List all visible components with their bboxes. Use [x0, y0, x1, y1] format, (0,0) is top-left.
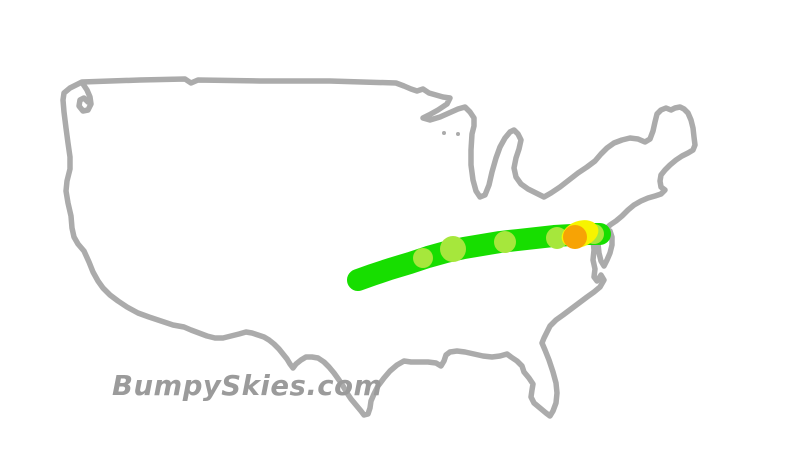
- island-dot: [442, 131, 446, 135]
- watermark-text: BumpySkies.com: [112, 370, 383, 402]
- turbulence-marker-light: [440, 236, 466, 262]
- turbulence-marker-light: [494, 231, 516, 253]
- us-outline: [60, 76, 698, 419]
- turbulence-marker-moderate: [563, 225, 587, 249]
- puget-sound-curl: [76, 81, 94, 114]
- turbulence-marker-light: [413, 248, 433, 268]
- turbulence-marker-light: [546, 227, 568, 249]
- island-dot: [456, 132, 460, 136]
